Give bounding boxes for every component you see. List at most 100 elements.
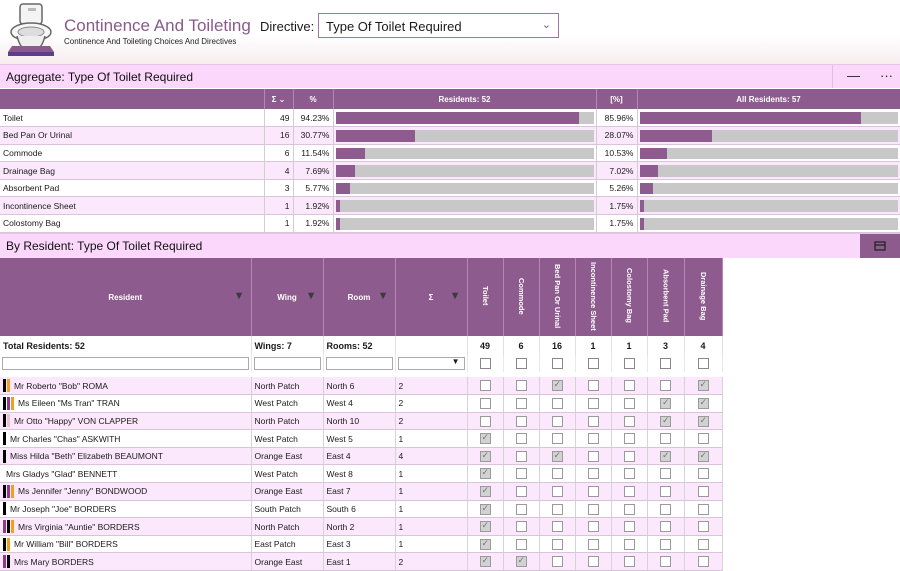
commode-checkbox[interactable] bbox=[515, 433, 527, 445]
toilet-checkbox[interactable] bbox=[479, 555, 491, 568]
sum-column-header[interactable]: Σ ▼ bbox=[395, 258, 468, 336]
bedpan-checkbox[interactable] bbox=[551, 503, 563, 515]
drainage-column-header[interactable]: Drainage Bag bbox=[684, 258, 723, 336]
incontinence-checkbox[interactable] bbox=[587, 521, 599, 533]
resident-row[interactable]: Ms Jennifer "Jenny" BONDWOOD Orange East E… bbox=[0, 482, 723, 501]
layout-toggle-button[interactable] bbox=[860, 234, 900, 258]
drainage-checkbox[interactable] bbox=[697, 538, 709, 550]
resident-name-cell[interactable]: Mr Otto "Happy" VON CLAPPER bbox=[0, 412, 252, 431]
absorbent-checkbox[interactable] bbox=[660, 556, 671, 568]
wing-filter-input[interactable] bbox=[253, 357, 321, 370]
toilet-checkbox[interactable] bbox=[479, 538, 491, 550]
resident-name-cell[interactable]: Mrs Virginia "Auntie" BORDERS bbox=[0, 517, 252, 536]
resident-name-cell[interactable]: Mrs Gladys "Glad" BENNETT bbox=[0, 464, 252, 484]
absorbent-filter-checkbox[interactable] bbox=[660, 358, 671, 369]
toilet-column-header[interactable]: Toilet bbox=[467, 258, 504, 336]
colostomy-checkbox[interactable] bbox=[623, 556, 635, 568]
drainage-checkbox[interactable] bbox=[697, 556, 709, 568]
colostomy-column-header[interactable]: Colostomy Bag bbox=[611, 258, 648, 336]
resident-name-cell[interactable]: Mr Joseph "Joe" BORDERS bbox=[0, 500, 252, 519]
minimize-icon[interactable]: — bbox=[847, 68, 860, 83]
aggregate-bracket-pct-header[interactable]: [%] bbox=[596, 89, 638, 109]
colostomy-checkbox[interactable] bbox=[623, 503, 635, 515]
colostomy-checkbox[interactable] bbox=[623, 433, 635, 445]
resident-filter-input[interactable] bbox=[2, 357, 249, 370]
colostomy-checkbox[interactable] bbox=[623, 450, 635, 462]
resident-row[interactable]: Miss Hilda "Beth" Elizabeth BEAUMONT Oran… bbox=[0, 447, 723, 466]
resident-column-header[interactable]: Resident ▼ bbox=[0, 258, 252, 336]
bedpan-checkbox[interactable] bbox=[551, 433, 563, 445]
aggregate-sum-header[interactable]: Σ ⌄ bbox=[264, 89, 294, 109]
incontinence-column-header[interactable]: Incontinence Sheet bbox=[575, 258, 612, 336]
absorbent-checkbox[interactable] bbox=[660, 538, 671, 550]
absorbent-checkbox[interactable] bbox=[660, 450, 671, 462]
resident-name-cell[interactable]: Mr Roberto "Bob" ROMA bbox=[0, 377, 252, 396]
filter-icon[interactable]: ▼ bbox=[377, 290, 389, 302]
room-column-header[interactable]: Room ▼ bbox=[323, 258, 396, 336]
bedpan-checkbox[interactable] bbox=[551, 538, 563, 550]
absorbent-checkbox[interactable] bbox=[660, 485, 671, 497]
resident-row[interactable]: Mr William "Bill" BORDERS East Patch East … bbox=[0, 535, 723, 554]
absorbent-checkbox[interactable] bbox=[660, 521, 671, 533]
colostomy-checkbox[interactable] bbox=[623, 380, 635, 392]
toilet-checkbox[interactable] bbox=[479, 380, 491, 392]
resident-row[interactable]: Mr Charles "Chas" ASKWITH West Patch West … bbox=[0, 429, 723, 448]
aggregate-all-residents-header[interactable]: All Residents: 57 bbox=[637, 89, 900, 109]
toilet-filter-checkbox[interactable] bbox=[479, 358, 491, 369]
bedpan-checkbox[interactable] bbox=[551, 415, 563, 427]
toilet-checkbox[interactable] bbox=[479, 485, 491, 497]
bedpan-column-header[interactable]: Bed Pan Or Urinal bbox=[539, 258, 576, 336]
bedpan-checkbox[interactable] bbox=[551, 521, 563, 533]
resident-row[interactable]: Mr Joseph "Joe" BORDERS South Patch South … bbox=[0, 500, 723, 519]
sum-filter-dropdown[interactable]: ▼ bbox=[397, 357, 465, 370]
toilet-checkbox[interactable] bbox=[479, 467, 491, 480]
colostomy-checkbox[interactable] bbox=[623, 398, 635, 410]
commode-checkbox[interactable] bbox=[515, 450, 527, 462]
toilet-checkbox[interactable] bbox=[479, 415, 491, 427]
filter-icon[interactable]: ▼ bbox=[233, 290, 245, 302]
resident-name-cell[interactable]: Ms Jennifer "Jenny" BONDWOOD bbox=[0, 482, 252, 501]
resident-name-cell[interactable]: Ms Eileen "Ms Tran" TRAN bbox=[0, 394, 252, 413]
aggregate-residents-header[interactable]: Residents: 52 bbox=[333, 89, 597, 109]
drainage-checkbox[interactable] bbox=[697, 379, 709, 392]
filter-icon[interactable]: ▼ bbox=[449, 290, 461, 302]
incontinence-checkbox[interactable] bbox=[587, 433, 599, 445]
commode-checkbox[interactable] bbox=[515, 503, 527, 515]
colostomy-checkbox[interactable] bbox=[623, 468, 635, 480]
colostomy-filter-checkbox[interactable] bbox=[623, 358, 635, 369]
resident-row[interactable]: Mrs Virginia "Auntie" BORDERS North Patch… bbox=[0, 517, 723, 536]
incontinence-checkbox[interactable] bbox=[587, 556, 599, 568]
toilet-checkbox[interactable] bbox=[479, 432, 491, 445]
resident-name-cell[interactable]: Miss Hilda "Beth" Elizabeth BEAUMONT bbox=[0, 447, 252, 466]
toilet-checkbox[interactable] bbox=[479, 398, 491, 410]
more-options-icon[interactable]: ··· bbox=[880, 68, 893, 83]
bedpan-checkbox[interactable] bbox=[551, 556, 563, 568]
absorbent-checkbox[interactable] bbox=[660, 433, 671, 445]
bedpan-checkbox[interactable] bbox=[551, 485, 563, 497]
drainage-checkbox[interactable] bbox=[697, 521, 709, 533]
absorbent-checkbox[interactable] bbox=[660, 468, 671, 480]
aggregate-row[interactable]: Colostomy Bag 1 1.92% 1.75% bbox=[0, 214, 900, 233]
wing-column-header[interactable]: Wing ▼ bbox=[251, 258, 324, 336]
drainage-checkbox[interactable] bbox=[697, 468, 709, 480]
incontinence-checkbox[interactable] bbox=[587, 450, 599, 462]
commode-checkbox[interactable] bbox=[515, 555, 527, 568]
incontinence-checkbox[interactable] bbox=[587, 380, 599, 392]
aggregate-row[interactable]: Toilet 49 94.23% 85.96% bbox=[0, 109, 900, 128]
aggregate-row[interactable]: Incontinence Sheet 1 1.92% 1.75% bbox=[0, 196, 900, 216]
bedpan-checkbox[interactable] bbox=[551, 379, 563, 392]
incontinence-checkbox[interactable] bbox=[587, 415, 599, 427]
colostomy-checkbox[interactable] bbox=[623, 521, 635, 533]
commode-checkbox[interactable] bbox=[515, 380, 527, 392]
incontinence-checkbox[interactable] bbox=[587, 398, 599, 410]
drainage-checkbox[interactable] bbox=[697, 485, 709, 497]
commode-filter-checkbox[interactable] bbox=[515, 358, 527, 369]
room-filter-input[interactable] bbox=[325, 357, 393, 370]
bedpan-checkbox[interactable] bbox=[551, 450, 563, 462]
drainage-checkbox[interactable] bbox=[697, 415, 709, 427]
commode-checkbox[interactable] bbox=[515, 468, 527, 480]
colostomy-checkbox[interactable] bbox=[623, 538, 635, 550]
incontinence-checkbox[interactable] bbox=[587, 503, 599, 515]
absorbent-checkbox[interactable] bbox=[660, 415, 671, 427]
aggregate-pct-header[interactable]: % bbox=[293, 89, 334, 109]
